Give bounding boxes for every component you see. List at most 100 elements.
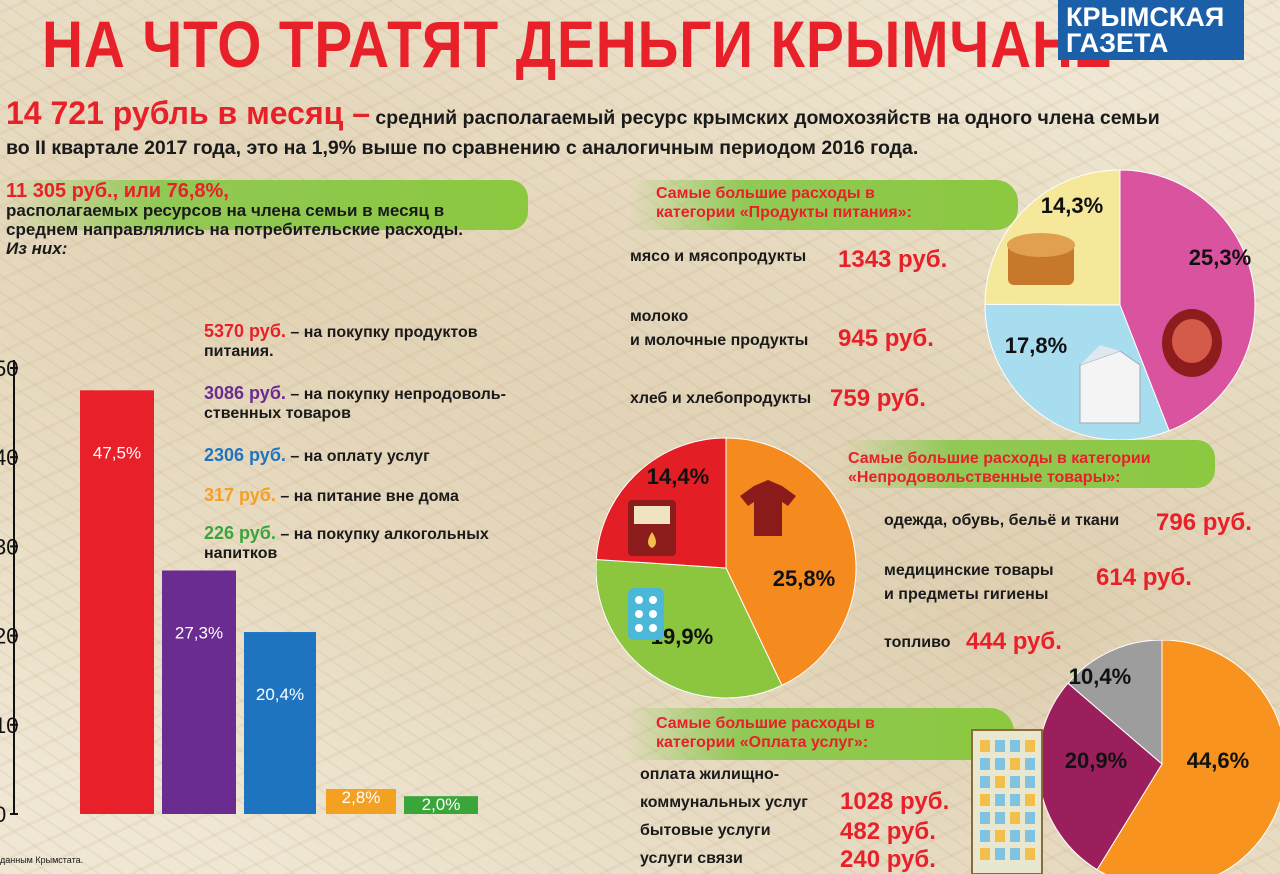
- food-band: [628, 180, 1018, 230]
- consumer-sub: Из них:: [6, 239, 68, 258]
- goods-band: [840, 440, 1215, 488]
- building-window: [1010, 848, 1020, 860]
- spending-item-text-2: напитков: [204, 545, 278, 562]
- services-row-1a: оплата жилищно-: [640, 766, 780, 783]
- newspaper-logo: КРЫМСКАЯ ГАЗЕТА: [1058, 0, 1244, 60]
- services-row-2: бытовые услуги: [640, 822, 771, 839]
- lead-text: 14 721 рубль в месяц – средний располага…: [6, 95, 1256, 163]
- bar: [162, 570, 236, 814]
- food-title: Самые большие расходы в категории «Проду…: [656, 185, 912, 221]
- spending-item-text: – на покупку продуктов: [285, 324, 478, 341]
- building-window: [980, 848, 990, 860]
- building-window: [1025, 794, 1035, 806]
- building-icon: [971, 729, 1043, 874]
- bar-value-label: 47,5%: [93, 443, 141, 462]
- goods-amount-1: 796 руб.: [1156, 509, 1252, 536]
- consumer-band: [0, 180, 528, 230]
- spending-item: 3086 руб. – на покупку непродоволь-ствен…: [204, 384, 544, 423]
- pie-slice: [1067, 640, 1163, 766]
- goods-pie: 25,8%19,9%14,4%: [596, 437, 857, 699]
- lead-text-2: во II квартале 2017 года, это на 1,9% вы…: [6, 137, 919, 159]
- building-window: [980, 812, 990, 824]
- services-row-1b: коммунальных услуг: [640, 794, 808, 811]
- spending-item-text: – на покупку алкогольных: [275, 526, 489, 543]
- building-window: [995, 848, 1005, 860]
- building-window: [1010, 740, 1020, 752]
- goods-row-2a: медицинские товары: [884, 562, 1054, 579]
- building-window: [1010, 812, 1020, 824]
- services-amount-2: 482 руб.: [840, 818, 936, 845]
- spending-item-amount: 226 руб.: [204, 523, 276, 543]
- bar-value-label: 2,0%: [422, 795, 461, 814]
- lead-text-1: средний располагаемый ресурс крымских до…: [369, 107, 1160, 129]
- building-window: [1025, 848, 1035, 860]
- pie-slice: [1119, 169, 1256, 432]
- building-window: [1025, 776, 1035, 788]
- goods-row-3: топливо: [884, 634, 951, 651]
- building-window: [1025, 830, 1035, 842]
- services-band: [624, 708, 1014, 760]
- pie-label: 25,8%: [773, 566, 835, 591]
- pie-label: 17,8%: [1005, 333, 1067, 358]
- bar-value-label: 27,3%: [175, 623, 223, 642]
- building-window: [995, 758, 1005, 770]
- food-amount-3: 759 руб.: [830, 385, 926, 412]
- spending-item: 226 руб. – на покупку алкогольных напитко…: [204, 524, 544, 563]
- consumer-text-2: среднем направлялись на потребительские …: [6, 220, 464, 239]
- pie-label: 20,9%: [1065, 748, 1127, 773]
- milk-carton-icon: [1079, 345, 1141, 424]
- building-window: [995, 812, 1005, 824]
- building-window: [980, 740, 990, 752]
- food-row-2a: молоко: [630, 308, 689, 325]
- pills-icon: [628, 588, 664, 640]
- food-amount-2: 945 руб.: [838, 325, 934, 352]
- consumer-text-1: располагаемых ресурсов на члена семьи в …: [6, 201, 445, 220]
- building-window: [980, 776, 990, 788]
- consumer-amount: 11 305 руб., или 76,8%,: [6, 180, 229, 202]
- lead-amount: 14 721 рубль в месяц –: [6, 95, 370, 131]
- goods-row-1: одежда, обувь, бельё и ткани: [884, 512, 1120, 529]
- consumer-text: 11 305 руб., или 76,8%, располагаемых ре…: [6, 180, 526, 258]
- pie-slice: [1096, 640, 1280, 874]
- building-window: [1010, 794, 1020, 806]
- pie-label: 14,4%: [647, 464, 709, 489]
- spending-item: 317 руб. – на питание вне дома: [204, 486, 544, 506]
- building-window: [980, 830, 990, 842]
- building-windows: [980, 740, 1035, 860]
- page-title: НА ЧТО ТРАТЯТ ДЕНЬГИ КРЫМЧАНЕ: [42, 7, 1113, 81]
- food-amount-1: 1343 руб.: [838, 246, 948, 273]
- meat-icon: [1162, 309, 1222, 377]
- services-pie: 44,6% 20,9% 10,4%: [1037, 640, 1280, 874]
- logo-line1: КРЫМСКАЯ: [1066, 2, 1225, 32]
- bar: [404, 796, 478, 814]
- services-row-3: услуги связи: [640, 850, 743, 867]
- bar-chart: 50 40 30 20 10 0 47,5% 27,3% 20,4% 2,8% 2,0%: [0, 356, 478, 827]
- pie-label: 14,3%: [1041, 193, 1103, 218]
- goods-amount-3: 444 руб.: [966, 628, 1062, 655]
- pie-label: 44,6%: [1187, 748, 1249, 773]
- building-window: [1010, 776, 1020, 788]
- building-window: [1025, 758, 1035, 770]
- bar-y-tick-label: 10: [0, 713, 18, 738]
- spending-item-amount: 2306 руб.: [204, 445, 286, 465]
- services-title: Самые большие расходы в категории «Оплат…: [656, 715, 875, 751]
- goods-amount-2: 614 руб.: [1096, 564, 1192, 591]
- bar: [244, 632, 316, 814]
- bar-y-tick-label: 0: [0, 802, 6, 827]
- pie-label: 10,4%: [1069, 664, 1131, 689]
- bar-marks: 47,5% 27,3% 20,4% 2,8% 2,0%: [80, 390, 478, 814]
- bar-y-tick-label: 40: [0, 445, 18, 470]
- bar: [80, 390, 154, 814]
- bar-y-tick-label: 50: [0, 356, 18, 381]
- services-pie-slices: 44,6% 20,9% 10,4%: [1037, 640, 1280, 874]
- food-pie: 25,3% 17,8% 14,3%: [984, 169, 1256, 441]
- spending-item-text: – на оплату услуг: [285, 448, 430, 465]
- shirt-icon: [740, 480, 796, 536]
- spending-item-amount: 3086 руб.: [204, 383, 286, 403]
- goods-title: Самые большие расходы в категории «Непро…: [848, 450, 1151, 486]
- pie-label: 25,3%: [1189, 245, 1251, 270]
- spending-item-amount: 317 руб.: [204, 485, 276, 505]
- spending-item: 2306 руб. – на оплату услуг: [204, 446, 544, 466]
- fuel-pump-icon: [628, 500, 676, 556]
- bread-icon: [1007, 233, 1075, 285]
